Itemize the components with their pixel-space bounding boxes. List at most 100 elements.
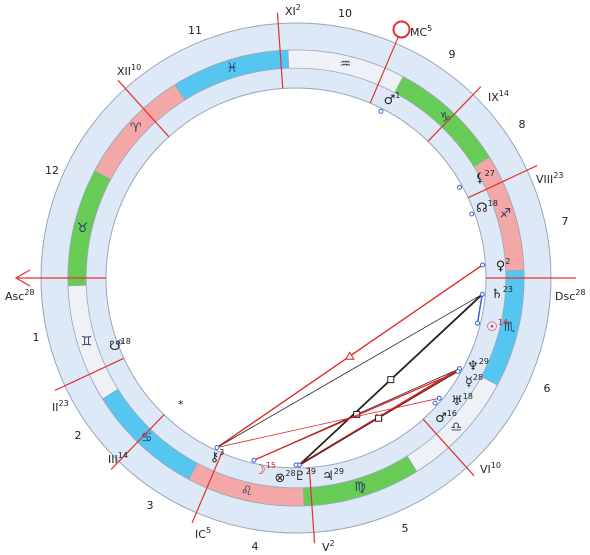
planet-degree: 1 [395,91,400,100]
planet-glyph: ♀ [496,259,506,274]
planet-point [251,457,257,463]
cusp-degree: 23 [59,399,69,408]
cusp-label: XII10 [117,63,141,79]
house-cusp [422,418,475,477]
aspect-line [216,293,483,448]
cusp-degree: 10 [491,461,501,470]
sign-glyph: ♊ [81,335,93,350]
cusp-name: III [108,453,118,466]
planet-glyph: ♅ [451,394,463,409]
house-number: 8 [519,118,526,131]
planet-degree: 29 [334,467,344,476]
planet-label: ☉14 [486,318,508,335]
sign-glyph: ♒ [339,57,351,72]
planet-label: ⚷3 [210,448,225,465]
planet-label: ☋18 [109,337,131,354]
planet-degree: 18 [121,337,131,346]
planet-degree: 29 [479,357,489,366]
sign-glyph: ♑ [440,110,452,125]
planet-glyph: ♄ [491,287,503,302]
planet-degree: 23 [503,285,513,294]
planet-glyph: ☿ [465,375,473,390]
planet-point [293,462,299,468]
cusp-degree: 28 [575,288,585,297]
planet-label: ☿28 [465,373,483,390]
house-number: 7 [562,215,569,228]
house-number: 4 [252,540,259,553]
cusp-name: IC [195,528,206,541]
cusp-degree: 10 [131,63,141,72]
sign-glyph: ♋ [141,431,153,446]
sign-glyph: ♌ [241,484,253,499]
cusp-label: IX14 [488,89,509,105]
planet-label: ♆29 [467,357,489,374]
asc-arrow [14,269,31,287]
house-cusp [308,467,316,544]
planet-point [436,395,442,401]
sign-glyph: ♎ [450,420,462,435]
planet-label: ⊗28 [274,469,295,486]
planet-point [455,369,461,374]
cusp-degree: 14 [499,89,509,98]
planet-label: ♄23 [491,285,513,302]
cusp-label: MC5 [410,24,432,40]
aspect-line [253,370,459,461]
cusp-degree: 5 [427,24,432,33]
sign-glyph: ♐ [500,206,512,221]
planet-glyph: ♂ [435,411,447,426]
planet-point [457,184,463,190]
cusp-label: VIII23 [536,171,563,187]
planet-glyph: ♃ [322,469,334,484]
cusp-degree: 2 [296,3,301,12]
planet-point [479,291,485,297]
sign-segment [174,49,289,101]
house-cusp [369,36,399,104]
house-cusp [427,86,482,142]
house-cusp [117,79,170,138]
planet-glyph: ☽ [254,463,266,478]
sign-glyph: ♏ [504,320,516,335]
planet-degree: 28 [285,469,295,478]
planet-label: ☽15 [254,461,276,478]
cusp-label: XI2 [285,3,301,19]
planet-point [432,400,438,406]
aspect-marker [375,414,383,422]
planet-point [469,211,475,217]
marker: * [178,398,184,411]
planet-degree: 18 [488,199,498,208]
inner-circle [105,87,487,469]
cusp-label: III14 [108,451,128,467]
house-cusp [276,12,284,89]
cusp-name: MC [410,26,427,39]
cusp-degree: 14 [118,451,128,460]
planet-glyph: ☋ [109,339,121,354]
planet-degree: 15 [266,461,276,470]
aspect-line [216,397,440,448]
house-number: 3 [147,499,154,512]
planet-degree: 14 [498,318,508,327]
planet-glyph: ♂ [384,93,396,108]
house-number: 10 [338,7,352,20]
cusp-name: XII [117,65,131,78]
planet-label: ♂16 [435,409,457,426]
planet-point [474,320,480,326]
house-number: 12 [45,164,59,177]
house-number: 6 [544,382,551,395]
sign-glyph: ♉ [77,221,89,236]
planet-degree: 29 [306,467,316,476]
planet-label: ☊18 [476,199,498,216]
cusp-degree: 2 [330,539,335,548]
aspect-marker [387,376,395,384]
cusp-degree: 28 [24,288,34,297]
cusp-name: Dsc [555,290,575,303]
planet-label: ♇29 [294,467,316,484]
cusp-name: Asc [5,290,24,303]
aspect-marker [344,351,355,360]
cusp-name: VI [480,463,491,476]
cusp-name: VIII [536,173,553,186]
house-cusp [110,414,165,470]
house-number: 11 [188,24,202,37]
aspect-line [476,294,484,324]
